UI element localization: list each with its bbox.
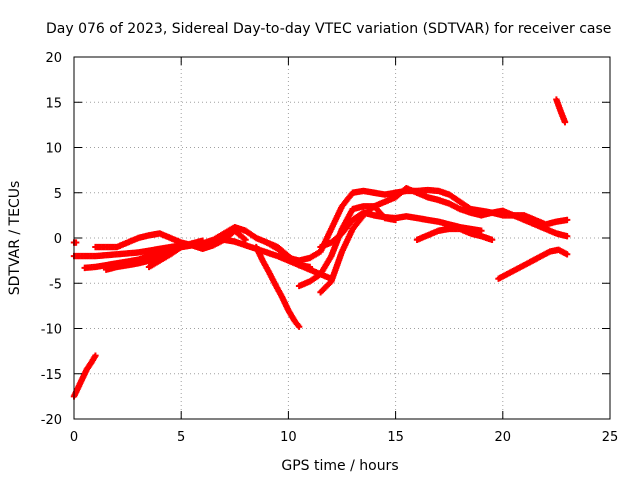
- data-point: [199, 237, 206, 244]
- x-tick-label: 5: [177, 430, 185, 445]
- series-arc-7: [145, 237, 206, 271]
- x-tick-label: 10: [280, 430, 297, 445]
- series-arc-11: [317, 209, 485, 251]
- y-tick-label: -5: [49, 277, 62, 292]
- series-arc-14: [495, 246, 571, 282]
- data-point: [563, 232, 571, 240]
- data-points: [70, 96, 571, 400]
- series-arc-8: [253, 243, 303, 330]
- y-tick-label: 0: [54, 232, 62, 247]
- y-axis-label: SDTVAR / TECUs: [7, 181, 23, 296]
- data-point: [561, 118, 569, 126]
- series-arc-9: [263, 186, 571, 264]
- data-point: [392, 216, 399, 224]
- grid-lines: [74, 57, 610, 419]
- y-tick-label: -15: [41, 368, 62, 383]
- y-tick-label: -20: [41, 413, 62, 428]
- x-axis-label: GPS time / hours: [281, 458, 398, 474]
- data-point: [295, 323, 303, 330]
- y-tick-label: 15: [45, 96, 62, 111]
- data-point: [242, 236, 249, 244]
- y-tick-label: 20: [45, 51, 62, 66]
- data-point: [478, 227, 485, 234]
- data-point: [488, 236, 496, 244]
- series-arc-13: [413, 225, 496, 244]
- x-tick-label: 15: [387, 430, 404, 445]
- y-tick-label: -10: [41, 323, 62, 338]
- series-arc-12: [317, 203, 399, 296]
- x-tick-label: 20: [495, 430, 512, 445]
- chart-title: Day 076 of 2023, Sidereal Day-to-day VTE…: [46, 21, 611, 37]
- y-tick-label: 5: [54, 187, 62, 202]
- series-arc-15: [553, 96, 569, 126]
- axis-ticks: -20 -15 -10 -5 0 5 10 15 20 0 5 10 15 20 25: [41, 51, 619, 445]
- x-tick-label: 0: [70, 430, 78, 445]
- y-tick-label: 10: [45, 142, 62, 157]
- x-tick-label: 25: [602, 430, 619, 445]
- data-point: [92, 352, 99, 359]
- data-point: [563, 251, 571, 258]
- data-point: [563, 216, 571, 224]
